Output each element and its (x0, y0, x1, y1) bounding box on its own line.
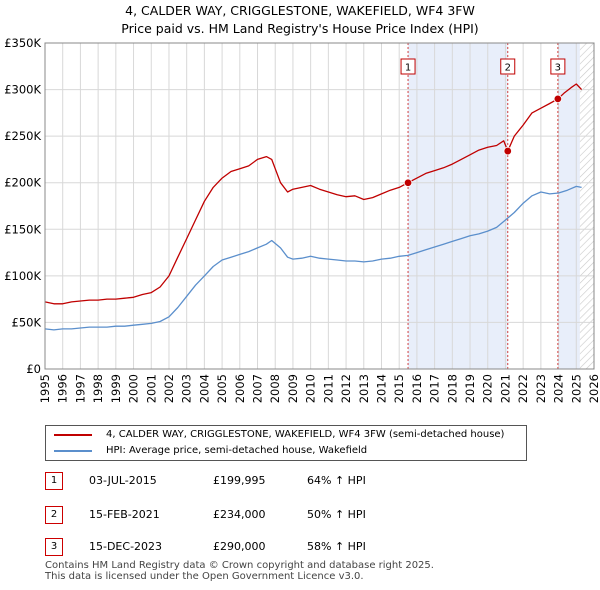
x-tick-label: 2020 (481, 374, 495, 403)
hpi-line (44, 185, 582, 331)
x-tick-label: 1996 (56, 374, 70, 403)
y-tick-label: £350K (4, 36, 41, 50)
x-tick-label: 2022 (516, 374, 530, 403)
x-tick-label: 2012 (339, 374, 353, 403)
x-tick-label: 2007 (251, 374, 265, 403)
legend-swatch-property (54, 434, 92, 436)
y-tick-label: £150K (4, 222, 41, 236)
plot-area (45, 43, 594, 369)
x-tick-label: 2000 (127, 374, 141, 403)
x-tick-label: 1997 (73, 374, 87, 403)
sale-point (503, 146, 512, 156)
sale-marker-label: 2 (505, 63, 511, 74)
sale-price: £290,000 (213, 540, 266, 553)
x-tick-label: 2001 (144, 374, 158, 403)
sale-marker-box (500, 58, 516, 75)
x-tick-label: 2018 (445, 374, 459, 403)
y-tick-label: £250K (4, 129, 41, 143)
x-tick-label: 2015 (392, 374, 406, 403)
x-tick-label: 2025 (569, 374, 583, 403)
x-tick-label: 2019 (463, 374, 477, 403)
x-tick-label: 2004 (197, 374, 211, 403)
sale-marker-badge: 1 (45, 472, 63, 490)
chart-title: 4, CALDER WAY, CRIGGLESTONE, WAKEFIELD, … (0, 2, 600, 38)
plot-frame (44, 42, 595, 370)
property-price-line (44, 83, 583, 305)
sale-marker-label: 1 (405, 63, 411, 74)
chart-title-line-1: 4, CALDER WAY, CRIGGLESTONE, WAKEFIELD, … (125, 3, 475, 18)
sale-date: 03-JUL-2015 (89, 474, 157, 487)
sale-marker-label: 3 (555, 63, 561, 74)
sale-price: £199,995 (213, 474, 266, 487)
x-tick-label: 2009 (286, 374, 300, 403)
sale-period-shade (557, 43, 580, 369)
sale-marker-badge: 2 (45, 506, 63, 524)
x-tick-label: 2017 (428, 374, 442, 403)
y-tick-label: £100K (4, 269, 41, 283)
x-tick-label: 1995 (38, 374, 52, 403)
sale-marker-box (550, 58, 566, 75)
sale-hpi-change: 58% ↑ HPI (307, 540, 366, 553)
footer-attribution: Contains HM Land Registry data © Crown c… (45, 560, 434, 582)
legend-swatch-hpi (54, 450, 92, 452)
sale-point (403, 178, 413, 187)
sale-point (553, 94, 563, 104)
sale-marker-badge: 3 (45, 538, 63, 556)
x-tick-label: 2008 (268, 374, 282, 403)
x-tick-label: 2024 (552, 374, 566, 403)
sale-period-shade (408, 43, 508, 369)
chart-legend: 4, CALDER WAY, CRIGGLESTONE, WAKEFIELD, … (45, 425, 527, 461)
sale-price: £234,000 (213, 508, 266, 521)
x-tick-label: 2013 (357, 374, 371, 403)
x-tick-label: 1999 (109, 374, 123, 403)
future-hatch-region (579, 43, 594, 369)
footer-line-1: Contains HM Land Registry data © Crown c… (45, 560, 434, 571)
chart-title-line-2: Price paid vs. HM Land Registry's House … (121, 21, 479, 36)
x-tick-label: 2023 (534, 374, 548, 403)
x-tick-label: 1998 (91, 374, 105, 403)
sale-date: 15-DEC-2023 (89, 540, 163, 553)
x-tick-label: 2010 (304, 374, 318, 403)
x-tick-label: 2002 (162, 374, 176, 403)
y-tick-label: £300K (4, 83, 41, 97)
sale-hpi-change: 50% ↑ HPI (307, 508, 366, 521)
y-tick-label: £50K (12, 315, 42, 329)
x-tick-label: 2005 (215, 374, 229, 403)
x-tick-label: 2016 (410, 374, 424, 403)
x-tick-label: 2003 (180, 374, 194, 403)
legend-label-property: 4, CALDER WAY, CRIGGLESTONE, WAKEFIELD, … (106, 429, 505, 440)
sale-date: 15-FEB-2021 (89, 508, 160, 521)
x-tick-label: 2011 (321, 374, 335, 403)
sale-hpi-change: 64% ↑ HPI (307, 474, 366, 487)
y-tick-label: £0 (26, 362, 41, 376)
sale-marker-box (400, 58, 416, 75)
x-tick-label: 2026 (587, 374, 600, 403)
legend-label-hpi: HPI: Average price, semi-detached house,… (106, 445, 368, 456)
price-chart: 1 2 3 £0 £50K £100K £150K £200K £250K £300K £350K… (4, 36, 600, 403)
x-tick-label: 2021 (498, 374, 512, 403)
y-tick-label: £200K (4, 176, 41, 190)
x-tick-label: 2006 (233, 374, 247, 403)
footer-line-2: This data is licensed under the Open Gov… (45, 571, 364, 582)
x-tick-label: 2014 (374, 374, 388, 403)
